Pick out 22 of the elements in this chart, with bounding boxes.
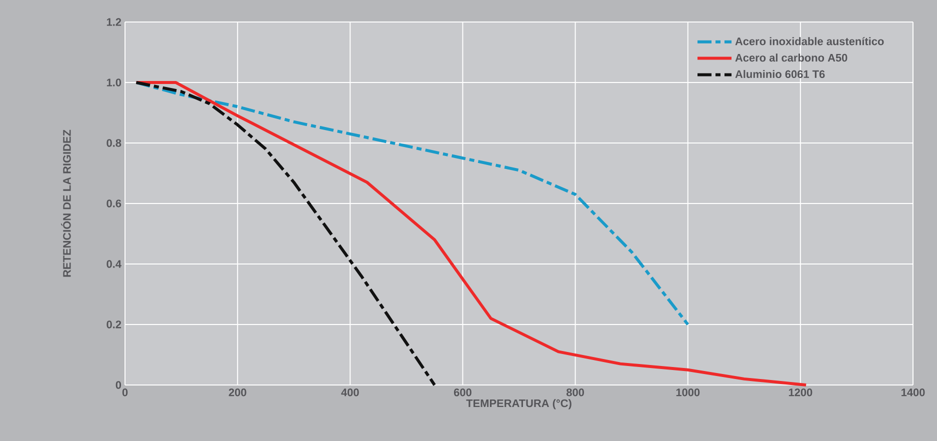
x-tick-label: 0: [122, 388, 128, 396]
x-tick-label: 1000: [676, 388, 700, 396]
y-tick-label: 0.6: [106, 200, 122, 208]
y-tick-label: 0: [116, 381, 122, 389]
legend-label: Acero inoxidable austenítico: [735, 37, 884, 46]
x-tick-label: 200: [228, 388, 246, 396]
y-tick-label: 0.4: [106, 260, 122, 268]
x-tick-label: 800: [566, 388, 584, 396]
line-series: [134, 80, 436, 386]
x-tick-label: 1400: [902, 388, 925, 396]
x-tick-label: 1200: [788, 388, 812, 396]
y-tick-label: 0.8: [106, 139, 122, 147]
legend-label: Acero al carbono A50: [735, 54, 848, 62]
x-tick-label: 600: [454, 388, 472, 396]
y-tick-label: 1.0: [106, 78, 122, 86]
line-series: [134, 80, 808, 386]
x-tick-label: 400: [341, 388, 359, 396]
y-tick-label: 0.2: [106, 320, 122, 328]
x-axis-title: TEMPERATURA (°C): [466, 399, 572, 410]
legend-label: Aluminio 6061 T6: [735, 70, 825, 78]
y-tick-label: 1.2: [106, 18, 122, 26]
y-axis-title: RETENCIÓN DE LA RIGIDEZ: [61, 130, 71, 277]
